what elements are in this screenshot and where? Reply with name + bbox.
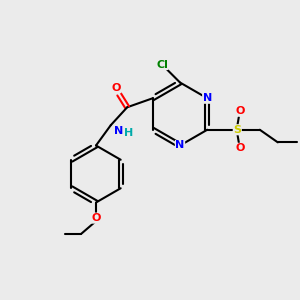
Text: O: O	[111, 83, 121, 93]
Text: S: S	[233, 125, 241, 135]
Text: O: O	[236, 143, 245, 153]
Text: O: O	[236, 106, 245, 116]
Text: N: N	[115, 126, 124, 136]
Text: H: H	[124, 128, 133, 138]
Text: N: N	[176, 140, 184, 151]
Text: O: O	[91, 213, 101, 223]
Text: Cl: Cl	[156, 59, 168, 70]
Text: N: N	[203, 93, 212, 103]
